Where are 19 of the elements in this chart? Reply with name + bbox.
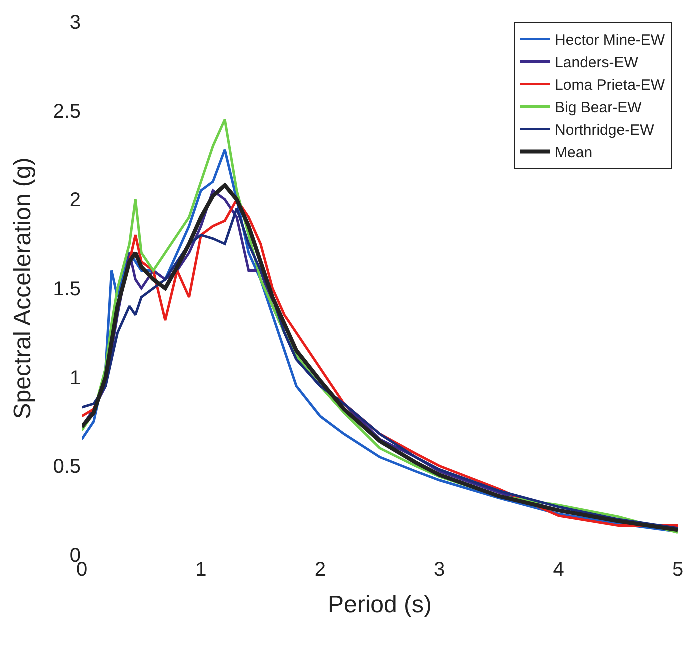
y-axis-title: Spectral Acceleration (g) xyxy=(9,158,36,420)
y-tick-label: 2 xyxy=(70,190,81,212)
x-axis-title: Period (s) xyxy=(328,591,432,618)
y-tick-label: 3 xyxy=(70,12,81,34)
x-tick-label: 4 xyxy=(553,559,564,581)
legend-label: Loma Prieta-EW xyxy=(555,77,666,94)
legend-label: Hector Mine-EW xyxy=(555,32,666,50)
legend-label: Northridge-EW xyxy=(555,122,656,140)
legend-label: Landers-EW xyxy=(555,54,640,72)
x-tick-label: 5 xyxy=(672,559,684,581)
y-tick-label: 1 xyxy=(70,367,81,390)
legend-label: Mean xyxy=(555,144,593,162)
y-tick-label: 2.5 xyxy=(53,100,81,123)
x-tick-label: 3 xyxy=(434,559,446,581)
x-tick-label: 1 xyxy=(196,559,207,581)
legend-label: Big Bear-EW xyxy=(555,100,643,117)
y-tick-label: 1.5 xyxy=(53,278,81,300)
x-tick-label: 2 xyxy=(314,559,326,581)
y-tick-label: 0.5 xyxy=(53,456,81,478)
